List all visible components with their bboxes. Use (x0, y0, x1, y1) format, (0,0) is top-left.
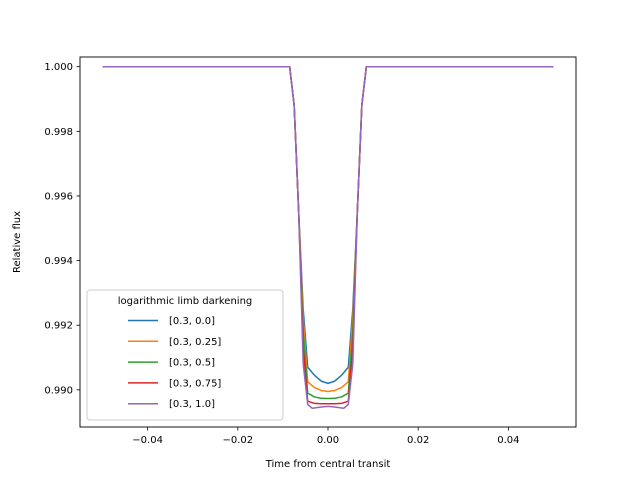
x-tick-label: 0.02 (407, 435, 429, 446)
legend-entries: [0.3, 0.0] [0.3, 0.25] [0.3, 0.5] [0.3, 0.7… (128, 316, 221, 410)
legend: logarithmic limb darkening [0.3, 0.0][0.… (86, 289, 284, 421)
legend-label: [0.3, 0.5] (169, 358, 215, 369)
legend-label: [0.3, 1.0] (169, 399, 215, 410)
x-tick-label: 0.00 (317, 435, 339, 446)
y-tick-label: 1.000 (44, 62, 73, 73)
series-line-5 (102, 65, 554, 410)
legend-label: [0.3, 0.75] (169, 378, 221, 389)
y-tick-label: 0.994 (44, 256, 73, 267)
y-tick-label: 0.998 (44, 127, 73, 138)
x-tick-label: −0.02 (222, 435, 253, 446)
legend-label: [0.3, 0.0] (169, 316, 215, 327)
legend-label: [0.3, 0.25] (169, 337, 221, 348)
y-tick-label: 0.990 (44, 385, 73, 396)
legend-title: logarithmic limb darkening (118, 296, 253, 307)
y-tick-label: 0.992 (44, 321, 73, 332)
x-tick-label: 0.04 (497, 435, 519, 446)
y-axis-label: Relative flux (12, 211, 23, 273)
x-axis-label: Time from central transit (265, 459, 391, 470)
legend-box (86, 289, 284, 421)
x-axis-ticks: −0.04 −0.02 0.00 0.02 0.04 (132, 427, 519, 446)
y-tick-label: 0.996 (44, 191, 73, 202)
y-axis-ticks: 0.990 0.992 0.994 0.996 0.998 1.000 (44, 62, 80, 396)
x-tick-label: −0.04 (132, 435, 163, 446)
series-layer (102, 65, 554, 410)
